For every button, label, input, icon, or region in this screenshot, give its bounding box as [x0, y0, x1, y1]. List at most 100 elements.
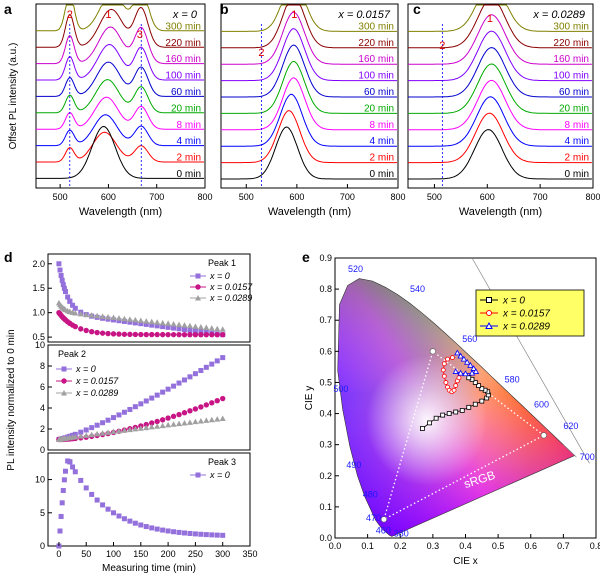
x-tick-label: 0.4	[459, 541, 472, 551]
data-point	[94, 422, 100, 428]
data-point	[466, 404, 472, 410]
time-label: 8 min	[565, 120, 589, 131]
data-point	[61, 285, 67, 291]
data-point	[149, 322, 155, 328]
data-point	[105, 506, 111, 512]
time-label: 60 min	[364, 87, 394, 98]
data-point	[57, 528, 63, 534]
spectrum-curve-8-min	[221, 77, 397, 131]
x-tick-label: 0.1	[361, 541, 374, 551]
data-point	[59, 500, 65, 506]
data-point	[143, 331, 149, 338]
y-tick-label: 0.5	[319, 377, 332, 387]
spectrum-curve-160-min	[408, 14, 592, 65]
data-point	[138, 401, 144, 407]
data-point	[127, 406, 133, 412]
data-point	[192, 331, 199, 338]
x-tick-label: 350	[242, 549, 257, 559]
data-point	[209, 331, 215, 338]
data-point	[126, 316, 133, 322]
data-point	[460, 355, 468, 362]
data-point	[214, 331, 220, 338]
time-label: 100 min	[553, 71, 589, 82]
data-point	[121, 331, 128, 337]
data-point	[197, 418, 204, 424]
y-tick-label: 1.0	[32, 308, 45, 318]
data-point	[176, 321, 183, 328]
data-point	[176, 380, 182, 386]
data-point	[105, 313, 112, 320]
x-tick-label: 100	[106, 549, 121, 559]
spectrum-curve-20-min	[221, 60, 397, 114]
spectrum-curve-2-min	[221, 110, 397, 164]
data-point	[470, 365, 477, 371]
time-label: 8 min	[370, 120, 394, 131]
data-point	[154, 392, 160, 398]
x-tick-label: 0.2	[394, 541, 407, 551]
data-point	[450, 355, 455, 360]
x-tick-label: 600	[480, 192, 495, 202]
y-tick-label: 0.2	[319, 471, 332, 481]
data-point	[220, 395, 226, 402]
data-point	[186, 322, 193, 329]
data-point	[208, 416, 215, 423]
time-label: 20 min	[364, 103, 394, 114]
time-label: 220 min	[165, 38, 201, 49]
subplot-frame	[47, 344, 251, 451]
data-point	[83, 485, 89, 491]
data-point	[72, 469, 78, 475]
spectrum-curve-220-min	[221, 4, 397, 49]
data-point	[121, 427, 128, 433]
data-point	[132, 425, 139, 432]
peak-label-2: 2	[258, 47, 264, 59]
data-point	[88, 431, 95, 438]
y-tick-label: 0.0	[319, 533, 332, 543]
spectrum-curve-300-min	[221, 4, 397, 32]
data-point	[219, 326, 226, 332]
y-tick-label: 8	[40, 361, 45, 371]
legend-marker	[195, 273, 201, 279]
data-point	[176, 420, 183, 427]
data-point	[77, 310, 84, 317]
spectrum-curve-4-min	[221, 93, 397, 147]
data-point	[165, 415, 171, 421]
x-tick-label: 0.3	[427, 541, 440, 551]
time-label: 300 min	[165, 21, 201, 32]
time-label: 160 min	[358, 54, 394, 65]
wavelength-label-560: 560	[462, 334, 477, 344]
data-point	[203, 324, 210, 331]
x-tick-label: 700	[533, 192, 548, 202]
data-point	[83, 327, 89, 334]
data-point	[58, 513, 64, 519]
data-point	[457, 369, 464, 376]
data-point	[463, 358, 471, 365]
data-point	[214, 532, 220, 538]
time-label: 4 min	[565, 136, 589, 147]
data-point	[105, 429, 112, 435]
data-point	[479, 386, 485, 392]
x-tick-label: 500	[53, 192, 68, 202]
data-point	[70, 464, 76, 470]
data-point	[60, 282, 66, 288]
wavelength-label-500: 500	[333, 384, 348, 394]
x-tick-label: 800	[197, 192, 212, 202]
data-point	[143, 398, 149, 404]
data-point	[72, 323, 78, 330]
legend-marker	[61, 390, 67, 396]
time-label: 300 min	[358, 21, 394, 32]
legend-marker	[485, 321, 493, 329]
data-point	[121, 516, 127, 522]
data-point	[165, 421, 172, 428]
data-point	[116, 513, 122, 519]
legend-marker	[195, 472, 201, 478]
data-point	[472, 380, 478, 385]
data-point	[59, 277, 65, 283]
data-point	[149, 395, 155, 401]
data-point	[187, 374, 193, 380]
data-point	[154, 423, 161, 429]
data-point	[105, 330, 111, 337]
y-tick-label: 4	[40, 403, 45, 413]
